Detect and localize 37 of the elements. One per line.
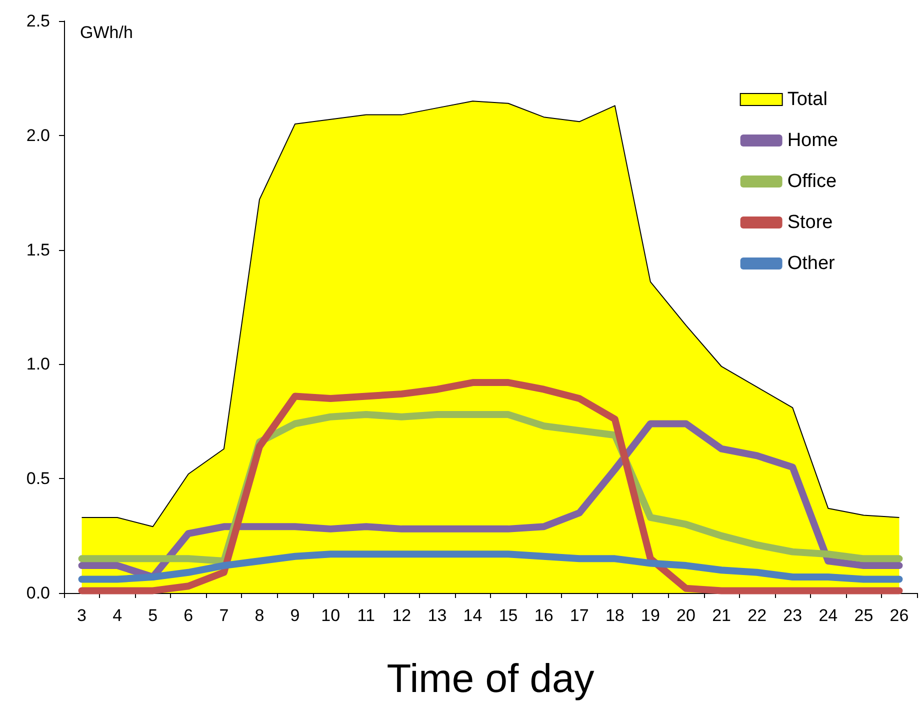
legend-label: Other	[787, 253, 836, 274]
x-tick-label: 8	[254, 606, 264, 625]
y-tick-label: 0.5	[26, 469, 50, 488]
x-axis-title: Time of day	[386, 657, 594, 701]
legend-label: Office	[787, 171, 837, 192]
x-tick-label: 3	[77, 606, 87, 625]
x-tick-label: 18	[605, 606, 624, 625]
y-tick-label: 2.0	[26, 126, 50, 145]
x-tick-label: 10	[321, 606, 340, 625]
y-tick-label: 1.0	[26, 354, 50, 374]
x-tick-label: 15	[498, 606, 518, 625]
legend-label: Store	[787, 212, 833, 233]
x-tick-label: 22	[748, 606, 767, 625]
x-tick-label: 9	[290, 606, 300, 625]
x-tick-label: 5	[148, 606, 158, 625]
x-tick-label: 17	[570, 606, 589, 625]
x-tick-label: 4	[112, 606, 122, 625]
x-tick-label: 20	[676, 606, 696, 625]
y-tick-label: 1.5	[26, 240, 50, 260]
x-tick-label: 24	[818, 606, 838, 625]
x-tick-label: 21	[712, 606, 731, 625]
x-tick-label: 26	[890, 606, 909, 625]
x-tick-label: 16	[534, 606, 554, 625]
x-tick-label: 7	[219, 606, 229, 625]
x-tick-label: 13	[428, 606, 447, 625]
x-tick-label: 19	[640, 606, 660, 625]
x-tick-label: 11	[357, 606, 375, 625]
x-tick-label: 6	[184, 606, 194, 625]
x-tick-label: 25	[854, 606, 874, 625]
x-tick-label: 23	[783, 606, 802, 625]
legend-label: Total	[787, 89, 828, 110]
x-tick-label: 12	[392, 606, 412, 625]
x-tick-label: 14	[463, 606, 482, 625]
y-axis-title: GWh/h	[80, 23, 133, 42]
legend-label: Home	[787, 130, 838, 151]
y-tick-label: 2.5	[26, 12, 50, 30]
y-tick-label: 0.0	[26, 584, 50, 602]
